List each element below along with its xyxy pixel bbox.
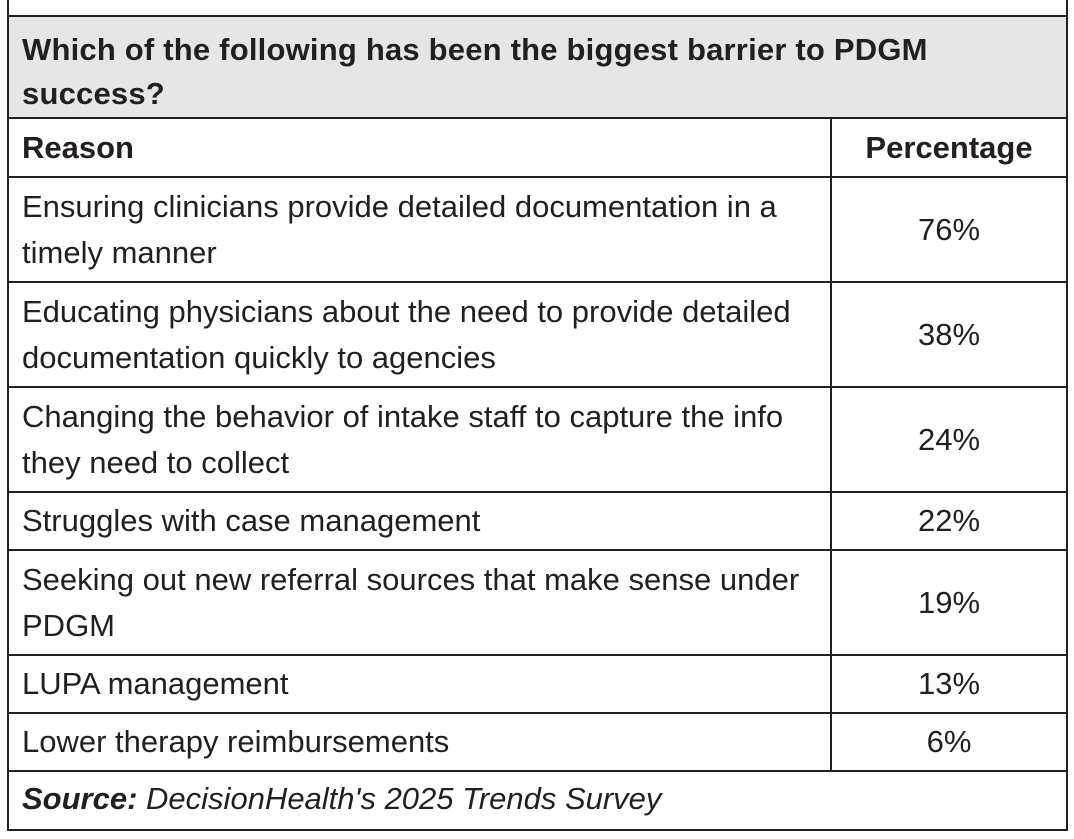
reason-cell: Struggles with case management xyxy=(9,492,831,551)
reason-cell: Educating physicians about the need to p… xyxy=(9,282,831,388)
table-row: Struggles with case management 22% xyxy=(9,492,1066,551)
reason-cell: LUPA management xyxy=(9,655,831,714)
table-row: LUPA management 13% xyxy=(9,655,1066,714)
survey-question: Which of the following has been the bigg… xyxy=(9,17,1066,119)
reason-cell: Ensuring clinicians provide detailed doc… xyxy=(9,177,831,283)
source-note: Source: DecisionHealth's 2025 Trends Sur… xyxy=(9,770,1066,829)
column-header-percentage: Percentage xyxy=(830,119,1066,178)
header-row: Reason Percentage xyxy=(9,119,1066,178)
source-label: Source: xyxy=(22,781,138,816)
percentage-cell: 6% xyxy=(830,713,1066,772)
table-row: Seeking out new referral sources that ma… xyxy=(9,550,1066,656)
percentage-cell: 13% xyxy=(830,655,1066,714)
reason-cell: Seeking out new referral sources that ma… xyxy=(9,550,831,656)
table-row: Ensuring clinicians provide detailed doc… xyxy=(9,177,1066,283)
table-row: Educating physicians about the need to p… xyxy=(9,282,1066,388)
reason-cell: Changing the behavior of intake staff to… xyxy=(9,387,831,493)
percentage-cell: 76% xyxy=(830,177,1066,283)
percentage-cell: 22% xyxy=(830,492,1066,551)
percentage-cell: 38% xyxy=(830,282,1066,388)
column-header-reason: Reason xyxy=(9,119,831,178)
percentage-cell: 24% xyxy=(830,387,1066,493)
survey-table: Reason Percentage Ensuring clinicians pr… xyxy=(9,119,1066,772)
top-rule xyxy=(7,15,1068,17)
percentage-cell: 19% xyxy=(830,550,1066,656)
reason-cell: Lower therapy reimbursements xyxy=(9,713,831,772)
table-frame xyxy=(7,0,1068,831)
table-row: Lower therapy reimbursements 6% xyxy=(9,713,1066,772)
table-row: Changing the behavior of intake staff to… xyxy=(9,387,1066,493)
source-text: DecisionHealth's 2025 Trends Survey xyxy=(146,781,662,816)
